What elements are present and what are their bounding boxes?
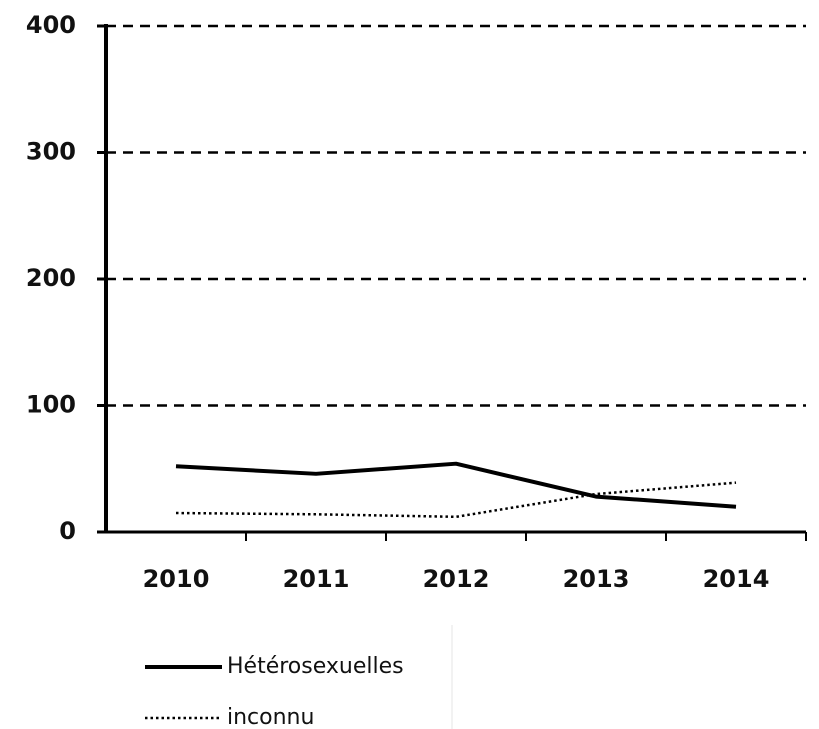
x-tick-label: 2012 [423, 565, 490, 593]
y-tick-label: 0 [59, 517, 76, 545]
series-line [175, 461, 737, 509]
x-tick-label: 2014 [703, 565, 770, 593]
series-line [175, 481, 737, 519]
y-tick-label: 100 [26, 391, 76, 419]
y-tick-label: 300 [26, 138, 76, 166]
legend-label: Hétérosexuelles [227, 654, 404, 679]
y-tick-label: 200 [26, 264, 76, 292]
legend-label: inconnu [227, 705, 314, 729]
x-tick-label: 2011 [283, 565, 350, 593]
x-tick-label: 2013 [563, 565, 630, 593]
x-tick-label: 2010 [143, 565, 210, 593]
y-tick-label: 400 [26, 11, 76, 39]
